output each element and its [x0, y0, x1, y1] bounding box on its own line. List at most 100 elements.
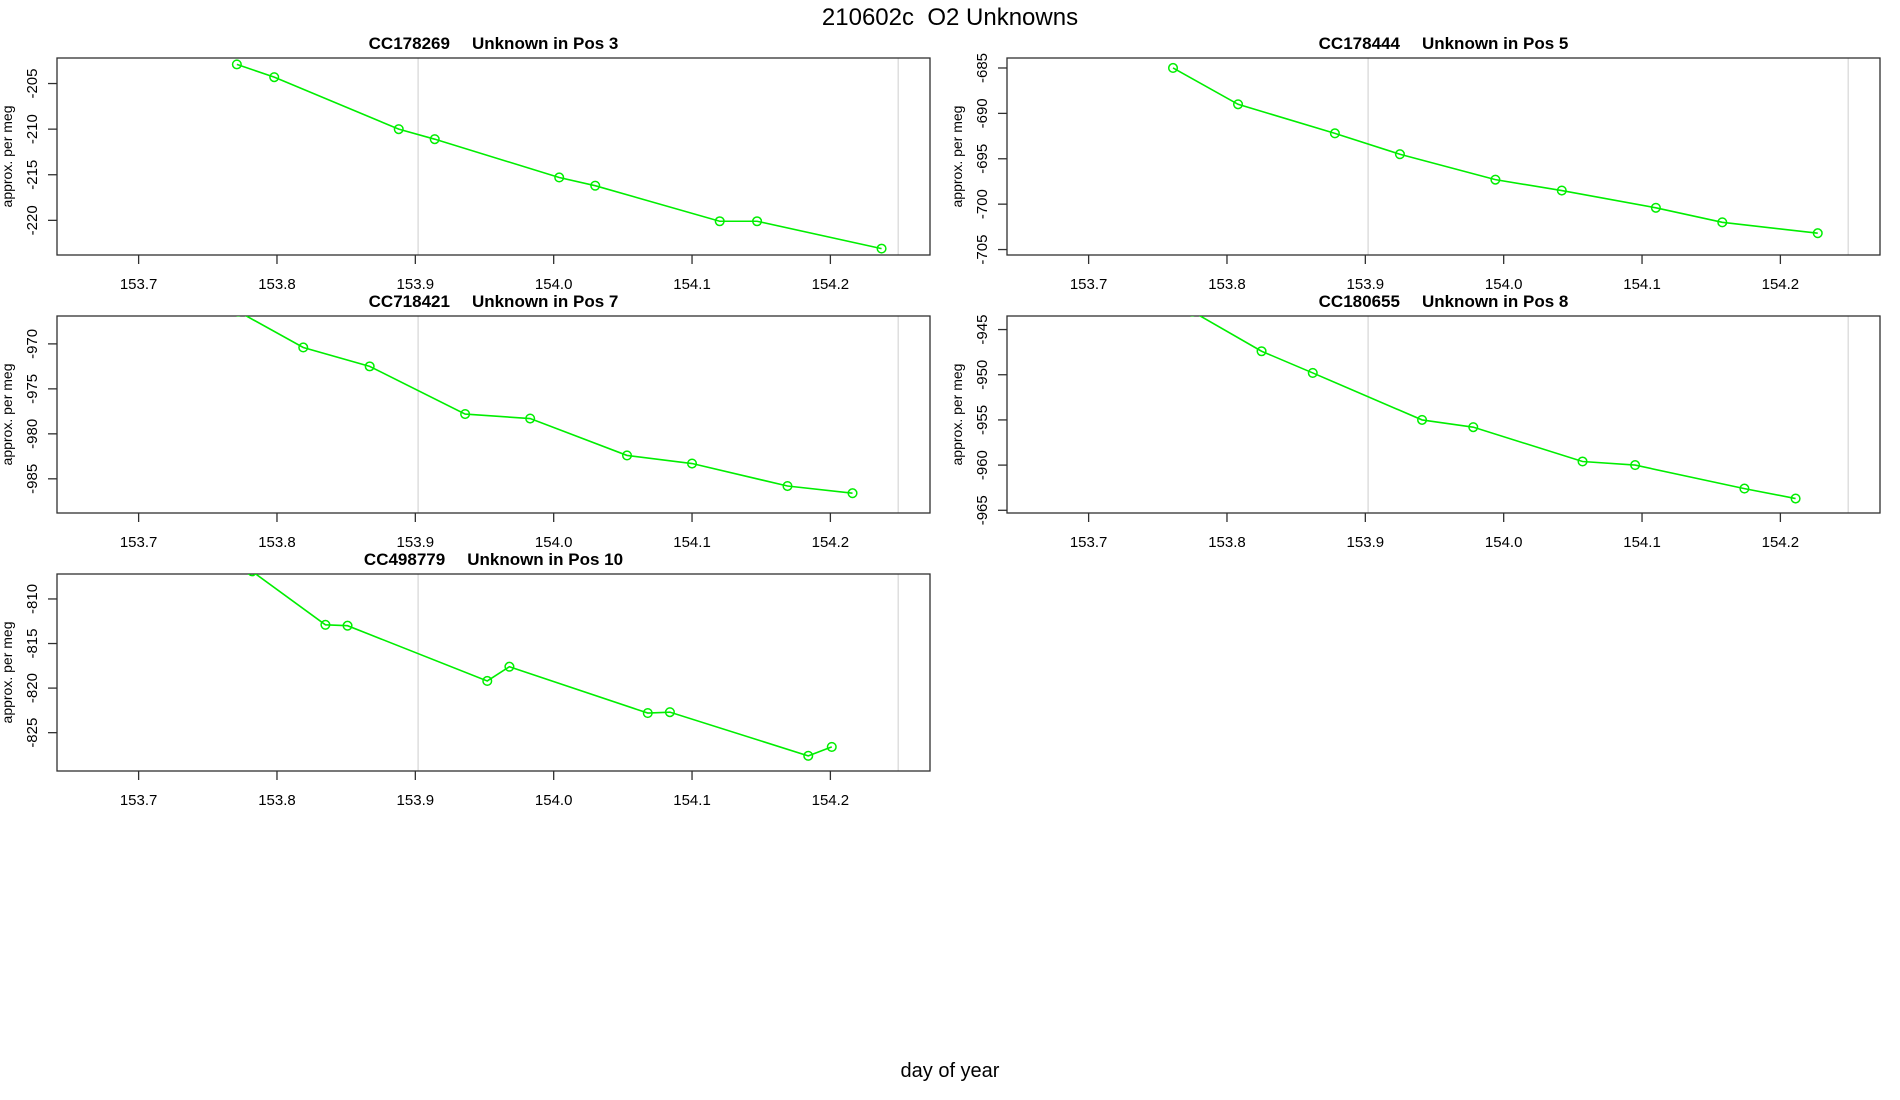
plot-box	[1006, 315, 1881, 514]
y-axis-label: approx. per meg	[949, 364, 965, 466]
y-tick-label: -205	[24, 69, 41, 99]
y-tick-label: -820	[24, 673, 41, 703]
x-tick-label: 153.7	[120, 534, 158, 551]
series-group	[1167, 62, 1823, 239]
data-point-marker	[1167, 62, 1179, 74]
x-tick-label: 154.2	[812, 534, 850, 551]
panel-title-id: CC178269	[369, 34, 450, 53]
y-tick-label: -985	[24, 464, 41, 494]
series-group	[231, 59, 887, 254]
data-point-marker	[1307, 367, 1318, 378]
y-tick-label: -700	[974, 189, 991, 219]
panel-title-id: CC180655	[1319, 292, 1400, 311]
y-tick-label: -970	[24, 329, 41, 359]
y-axis-label: approx. per meg	[949, 106, 965, 208]
x-tick-label: 154.2	[1762, 276, 1800, 293]
y-tick-label: -825	[24, 718, 41, 748]
panel-CC178444: CC178444 Unknown in Pos 5 153.7 153.8 153.9 1…	[949, 34, 1881, 293]
data-point-marker	[247, 574, 257, 577]
data-point-marker	[826, 741, 837, 752]
data-point-marker	[525, 413, 536, 424]
series-line	[244, 316, 853, 495]
panel-CC180655: CC180655 Unknown in Pos 8 153.7 153.8 153.9 1…	[949, 292, 1881, 551]
series-line	[1172, 67, 1818, 235]
x-tick-label: 153.7	[120, 276, 158, 293]
data-point-marker	[298, 342, 309, 353]
y-tick-label: -810	[24, 584, 41, 614]
data-point-marker	[393, 124, 404, 135]
y-tick-label: -705	[974, 235, 991, 265]
x-tick-label: 154.1	[673, 276, 711, 293]
data-point-marker	[1650, 202, 1661, 213]
y-tick-label: -220	[24, 205, 41, 235]
x-tick-label: 154.1	[1623, 534, 1661, 551]
panel-title-pos: Unknown in Pos 8	[1422, 292, 1568, 311]
panel-title-pos: Unknown in Pos 3	[472, 34, 618, 53]
data-point-marker	[1190, 316, 1195, 317]
data-point-marker	[876, 243, 887, 254]
panel-title-pos: Unknown in Pos 10	[467, 550, 623, 569]
x-tick-label: 153.7	[1070, 276, 1108, 293]
series-line	[236, 63, 882, 250]
panel-title-pos: Unknown in Pos 7	[472, 292, 618, 311]
data-point-marker	[590, 180, 601, 191]
x-tick-label: 153.7	[1070, 534, 1108, 551]
data-point-marker	[782, 480, 793, 492]
x-tick-label: 154.1	[1623, 276, 1661, 293]
x-tick-label: 154.1	[673, 534, 711, 551]
x-tick-label: 154.1	[673, 792, 711, 809]
panel-title: CC180655 Unknown in Pos 8	[1319, 292, 1569, 311]
x-tick-label: 154.2	[1762, 534, 1800, 551]
plot-box	[56, 57, 931, 256]
x-tick-label: 153.9	[397, 534, 435, 551]
data-point-marker	[642, 708, 653, 719]
series-line	[254, 574, 833, 757]
data-point-marker	[1556, 185, 1567, 196]
plot-box	[56, 315, 931, 514]
panel-title-id: CC498779	[364, 550, 445, 569]
data-point-marker	[621, 450, 633, 461]
data-point-marker	[1329, 128, 1340, 139]
series-line	[1198, 316, 1796, 500]
data-point-marker	[1394, 149, 1405, 160]
y-axis-label: approx. per meg	[0, 106, 15, 208]
data-point-marker	[460, 409, 471, 420]
panel-title: CC718421 Unknown in Pos 7	[369, 292, 619, 311]
y-tick-label: -685	[974, 53, 991, 83]
y-tick-label: -980	[24, 419, 41, 449]
data-point-marker	[320, 619, 331, 630]
x-tick-label: 154.0	[535, 276, 573, 293]
x-tick-label: 153.8	[1208, 534, 1246, 551]
panel-title: CC178444 Unknown in Pos 5	[1319, 34, 1569, 53]
data-point-marker	[554, 172, 565, 183]
x-tick-label: 153.8	[258, 792, 296, 809]
data-point-marker	[847, 488, 858, 499]
y-tick-label: -945	[974, 315, 991, 345]
x-tick-label: 154.2	[812, 792, 850, 809]
data-point-marker	[752, 216, 763, 227]
data-point-marker	[231, 59, 242, 70]
data-point-marker	[364, 361, 375, 372]
panel-title: CC178269 Unknown in Pos 3	[369, 34, 619, 53]
x-tick-label: 153.9	[1347, 276, 1385, 293]
data-point-marker	[1468, 422, 1479, 433]
x-tick-label: 153.9	[1347, 534, 1385, 551]
data-point-marker	[1490, 174, 1501, 185]
data-point-marker	[1256, 346, 1267, 357]
data-point-marker	[1630, 460, 1641, 471]
x-tick-label: 153.9	[397, 792, 435, 809]
data-point-marker	[1577, 456, 1588, 467]
panel-title-id: CC718421	[369, 292, 450, 311]
panel-CC718421: CC718421 Unknown in Pos 7 153.7 153.8 153.9 1…	[0, 292, 931, 551]
y-axis-label: approx. per meg	[0, 622, 15, 724]
data-point-marker	[1739, 483, 1750, 494]
y-tick-label: -965	[974, 495, 991, 525]
series-group	[247, 574, 837, 761]
y-tick-label: -210	[24, 114, 41, 144]
plot-box	[1006, 57, 1881, 256]
panel-title: CC498779 Unknown in Pos 10	[364, 550, 623, 569]
x-tick-label: 154.0	[535, 792, 573, 809]
y-tick-label: -975	[24, 374, 41, 404]
